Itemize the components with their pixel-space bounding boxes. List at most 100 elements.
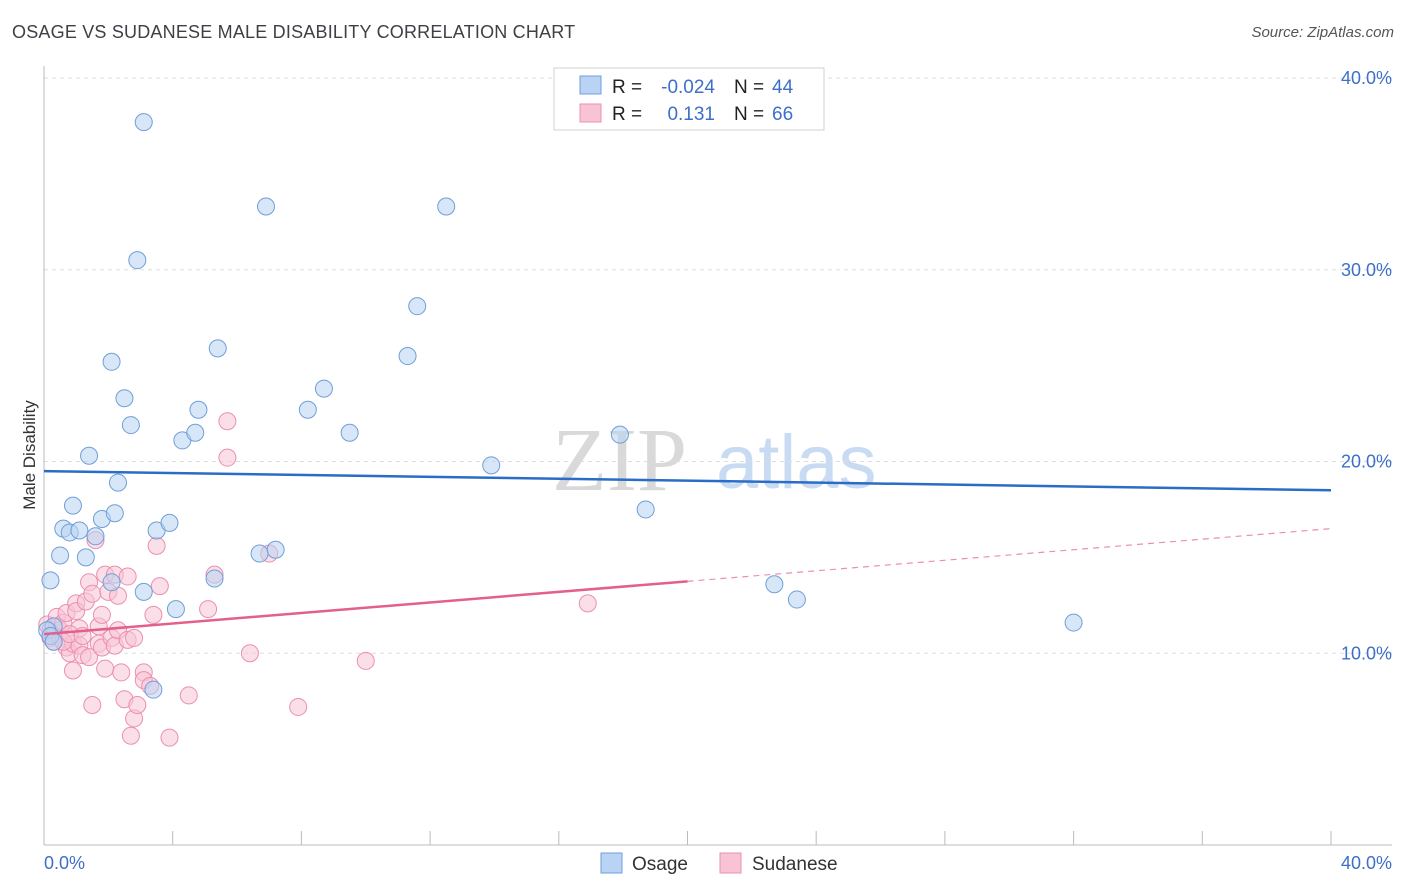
sudanese-point-28	[92, 605, 111, 624]
osage-point-4	[41, 571, 60, 590]
sudanese-point-60	[356, 651, 375, 670]
osage-point-40	[482, 456, 501, 475]
osage-point-32	[257, 197, 276, 216]
legend-osage-n-label: N =	[734, 77, 764, 98]
sudanese-trend-line-solid	[43, 580, 688, 636]
watermark: ZIP atlas	[552, 411, 877, 510]
legend-osage-swatch	[579, 75, 602, 95]
osage-point-27	[186, 423, 205, 442]
y-tick-label-10: 10.0%	[1341, 643, 1392, 663]
osage-point-8	[63, 496, 82, 515]
sudanese-point-31	[96, 659, 115, 678]
y-axis-label: Male Disability	[20, 400, 39, 510]
sudanese-point-51	[160, 728, 179, 747]
osage-point-28	[189, 400, 208, 419]
sudanese-point-44	[125, 628, 144, 647]
sudanese-point-23	[83, 584, 102, 603]
legend-sudanese-r-label: R =	[612, 104, 642, 125]
sudanese-points	[38, 412, 597, 747]
osage-point-33	[266, 540, 285, 559]
osage-point-34	[298, 400, 317, 419]
osage-point-14	[102, 352, 121, 371]
osage-point-16	[109, 473, 128, 492]
osage-point-11	[80, 446, 99, 465]
osage-point-3	[44, 632, 63, 651]
sudanese-point-42	[121, 726, 140, 745]
osage-point-25	[166, 600, 185, 619]
sudanese-point-56	[218, 448, 237, 467]
sudanese-point-38	[112, 663, 131, 682]
x-ticks	[43, 831, 1332, 845]
y-tick-label-30: 30.0%	[1341, 260, 1392, 280]
bottom-legend-osage-label: Osage	[632, 854, 688, 875]
x-tick-label-max: 40.0%	[1341, 853, 1392, 873]
osage-trend-line	[43, 469, 1332, 492]
osage-point-30	[208, 339, 227, 358]
osage-point-41	[610, 425, 629, 444]
grid-lines	[44, 77, 1392, 654]
osage-point-43	[765, 575, 784, 594]
osage-point-19	[128, 251, 147, 270]
osage-point-22	[144, 680, 163, 699]
bottom-legend-sudanese-label: Sudanese	[752, 854, 838, 875]
legend-sudanese-r-value: 0.131	[667, 104, 715, 125]
osage-point-44	[787, 590, 806, 609]
osage-point-24	[160, 513, 179, 532]
osage-point-38	[408, 297, 427, 316]
osage-point-29	[205, 569, 224, 588]
sudanese-point-49	[147, 536, 166, 555]
chart-source: Source: ZipAtlas.com	[1251, 24, 1394, 41]
legend-osage-r-value: -0.024	[661, 77, 715, 98]
legend-sudanese-n-label: N =	[734, 104, 764, 125]
bottom-legend-sudanese-swatch	[719, 852, 742, 874]
bottom-legend-osage-swatch	[600, 852, 623, 874]
sudanese-point-52	[179, 686, 198, 705]
osage-point-17	[115, 389, 134, 408]
sudanese-point-61	[578, 594, 597, 613]
y-tick-label-40: 40.0%	[1341, 68, 1392, 88]
watermark-atlas: atlas	[716, 420, 877, 505]
sudanese-point-65	[128, 696, 147, 715]
top-legend: R = -0.024 N = 44 R = 0.131 N = 66	[553, 67, 825, 131]
osage-point-36	[340, 423, 359, 442]
sudanese-point-50	[150, 577, 169, 596]
osage-point-39	[437, 197, 456, 216]
y-tick-label-20: 20.0%	[1341, 452, 1392, 472]
osage-point-12	[86, 527, 105, 546]
legend-sudanese-n-value: 66	[772, 104, 793, 125]
axes	[43, 66, 1392, 846]
sudanese-point-13	[63, 661, 82, 680]
legend-osage-r-label: R =	[612, 77, 642, 98]
sudanese-point-57	[240, 644, 259, 663]
y-tick-labels: 10.0% 20.0% 30.0% 40.0%	[1341, 68, 1392, 663]
sudanese-point-22	[80, 648, 99, 667]
osage-point-9	[70, 521, 89, 540]
sudanese-point-55	[218, 412, 237, 431]
sudanese-point-48	[144, 605, 163, 624]
osage-point-15	[105, 504, 124, 523]
osage-point-20	[134, 113, 153, 132]
osage-point-45	[1064, 613, 1083, 632]
legend-sudanese-swatch	[579, 103, 602, 123]
trend-lines	[43, 469, 1332, 636]
bottom-legend: Osage Sudanese	[600, 852, 838, 875]
osage-point-10	[76, 548, 95, 567]
osage-point-21	[134, 582, 153, 601]
x-tick-label-min: 0.0%	[44, 853, 85, 873]
osage-point-37	[398, 347, 417, 366]
sudanese-point-40	[118, 567, 137, 586]
sudanese-point-59	[289, 697, 308, 716]
osage-point-18	[121, 416, 140, 435]
chart-title: OSAGE VS SUDANESE MALE DISABILITY CORREL…	[12, 22, 576, 42]
sudanese-point-53	[199, 600, 218, 619]
sudanese-point-24	[83, 696, 102, 715]
osage-point-46	[102, 573, 121, 592]
osage-point-35	[314, 379, 333, 398]
osage-points	[38, 113, 1083, 699]
sudanese-trend-line-dashed	[687, 528, 1332, 582]
osage-point-42	[636, 500, 655, 519]
osage-point-5	[51, 546, 70, 565]
legend-osage-n-value: 44	[772, 77, 794, 98]
osage-point-31	[250, 544, 269, 563]
